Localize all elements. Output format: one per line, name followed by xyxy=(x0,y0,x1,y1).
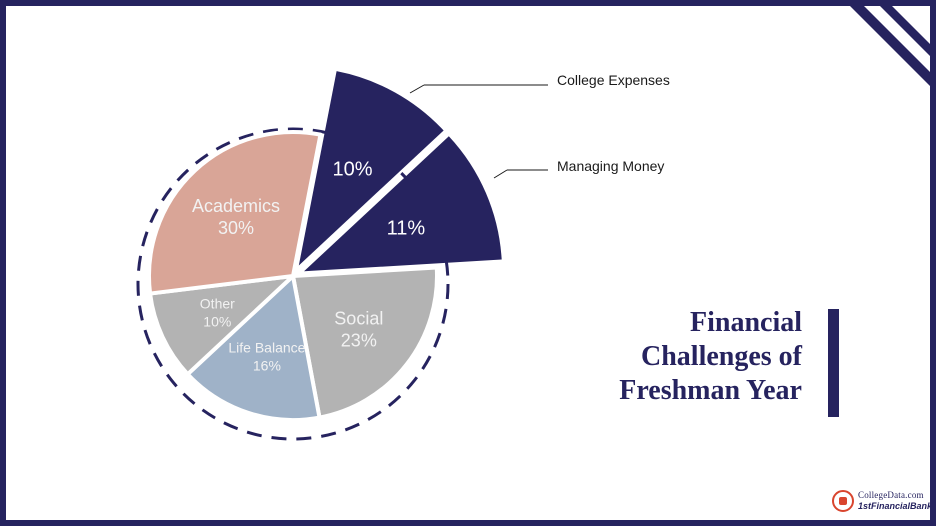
logo-line-2: 1stFinancialBank xyxy=(858,501,933,511)
slice-name-label-life-balance: Life Balance xyxy=(228,339,305,355)
callout-line-managing-money xyxy=(493,169,508,179)
pie-slice-managing-money xyxy=(304,136,502,272)
callout-line-college-expenses xyxy=(409,84,425,94)
title-line-3: Freshman Year xyxy=(619,375,802,406)
slice-value-label-other: 10% xyxy=(203,313,231,329)
pie-slice-college-expenses xyxy=(298,71,444,266)
dashed-outline-ring xyxy=(136,127,450,441)
pie-slice-academics xyxy=(147,130,323,296)
bank-seal-icon xyxy=(832,490,854,512)
slice-name-label-academics: Academics xyxy=(192,196,280,216)
collegedata-logo: CollegeData.com 1stFinancialBank xyxy=(832,488,933,518)
pie-slice-other xyxy=(148,274,295,377)
corner-stripes-decoration xyxy=(850,6,930,86)
slice-value-label-academics: 30% xyxy=(218,218,254,238)
slice-value-label-life-balance: 16% xyxy=(253,357,281,373)
title-line-2: Challenges of xyxy=(641,341,802,372)
slice-value-label-managing-money: 11% xyxy=(387,218,426,240)
callout-college-expenses: College Expenses xyxy=(557,72,670,88)
callout-managing-money: Managing Money xyxy=(557,158,665,174)
pie-slices xyxy=(147,71,502,422)
slide-title: Financial Challenges of Freshman Year xyxy=(542,306,802,408)
pie-slice-life-balance xyxy=(185,274,322,422)
slice-value-label-college-expenses: 10% xyxy=(333,159,373,181)
slice-value-label-social: 23% xyxy=(341,330,377,350)
title-line-1: Financial xyxy=(689,307,802,338)
slice-name-label-social: Social xyxy=(334,308,383,328)
logo-line-1: CollegeData.com xyxy=(858,490,924,500)
title-accent-bar xyxy=(828,309,839,417)
pie-slice-social xyxy=(291,265,439,420)
slice-name-label-other: Other xyxy=(200,295,235,311)
